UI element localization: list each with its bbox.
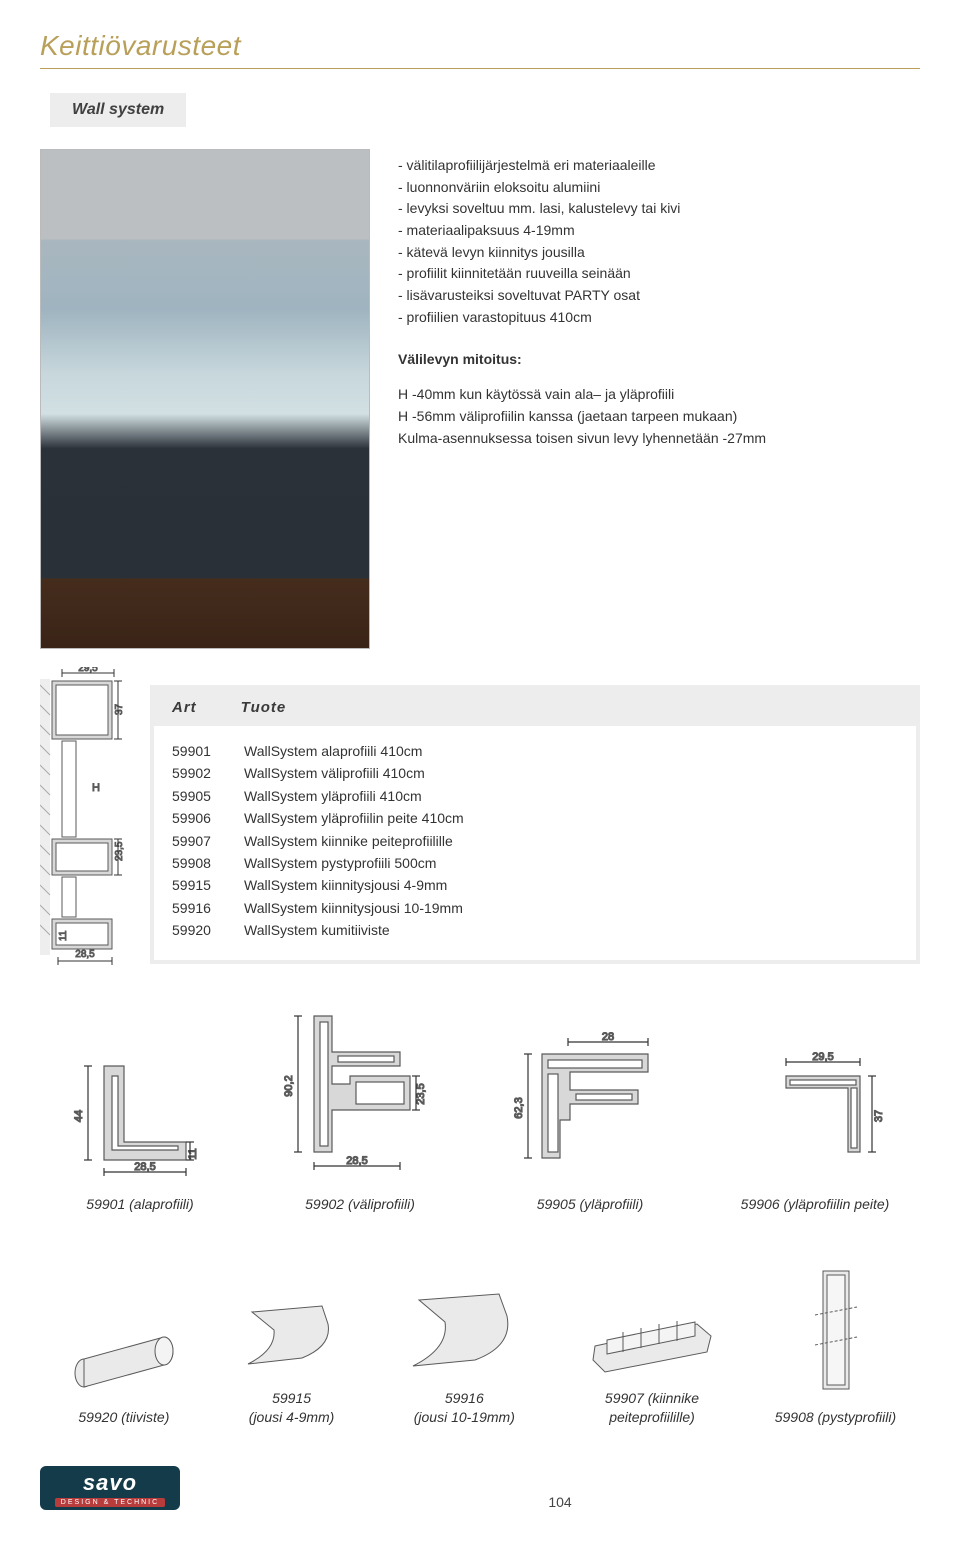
svg-text:28,5: 28,5 bbox=[346, 1155, 367, 1167]
part-59915: 59915(jousi 4-9mm) bbox=[232, 1296, 352, 1427]
table-row: 59902WallSystem väliprofiili 410cm bbox=[172, 762, 898, 784]
table-row: 59905WallSystem yläprofiili 410cm bbox=[172, 785, 898, 807]
cell-tuote: WallSystem yläprofiilin peite 410cm bbox=[244, 807, 898, 829]
table-head-tuote: Tuote bbox=[241, 699, 287, 716]
description-item: - profiilit kiinnitetään ruuveilla seinä… bbox=[398, 263, 920, 285]
table-row: 59901WallSystem alaprofiili 410cm bbox=[172, 740, 898, 762]
table-row: 59906WallSystem yläprofiilin peite 410cm bbox=[172, 807, 898, 829]
description-list: - välitilaprofiilijärjestelmä eri materi… bbox=[398, 155, 920, 329]
caption-59916: 59916(jousi 10-19mm) bbox=[399, 1389, 529, 1427]
svg-text:28: 28 bbox=[602, 1032, 614, 1043]
svg-text:28,5: 28,5 bbox=[134, 1161, 155, 1173]
cross-section-diagram: 29,5 37 bbox=[40, 667, 130, 972]
title-rule bbox=[40, 68, 920, 69]
product-photo bbox=[40, 149, 370, 649]
caption-59902: 59902 (väliprofiili) bbox=[280, 1195, 440, 1215]
svg-text:29,5: 29,5 bbox=[78, 667, 98, 674]
svg-text:90,2: 90,2 bbox=[283, 1075, 295, 1096]
cell-tuote: WallSystem kiinnitysjousi 10-19mm bbox=[244, 897, 898, 919]
svg-text:23,5: 23,5 bbox=[415, 1083, 427, 1104]
diagram-59902: 90,2 23,5 28,5 59902 (väliprofiili) bbox=[280, 1002, 440, 1215]
cell-art: 59908 bbox=[172, 852, 244, 874]
cell-art: 59907 bbox=[172, 830, 244, 852]
cell-tuote: WallSystem kumitiiviste bbox=[244, 919, 898, 941]
mitoitus-line: H -56mm väliprofiilin kanssa (jaetaan ta… bbox=[398, 406, 920, 428]
cell-tuote: WallSystem väliprofiili 410cm bbox=[244, 762, 898, 784]
caption-59908: 59908 (pystyprofiili) bbox=[775, 1408, 896, 1427]
logo-text: savo bbox=[83, 1470, 137, 1496]
page-number: 104 bbox=[200, 1494, 920, 1510]
description-item: - materiaalipaksuus 4-19mm bbox=[398, 220, 920, 242]
svg-text:29,5: 29,5 bbox=[812, 1052, 833, 1063]
table-head-art: Art bbox=[172, 699, 197, 716]
description-item: - profiilien varastopituus 410cm bbox=[398, 307, 920, 329]
cell-art: 59915 bbox=[172, 874, 244, 896]
description-item: - levyksi soveltuu mm. lasi, kalustelevy… bbox=[398, 198, 920, 220]
part-59908: 59908 (pystyprofiili) bbox=[775, 1265, 896, 1427]
svg-text:37: 37 bbox=[114, 703, 125, 715]
cell-art: 59901 bbox=[172, 740, 244, 762]
cell-art: 59905 bbox=[172, 785, 244, 807]
svg-text:23,5: 23,5 bbox=[114, 841, 125, 861]
svg-text:11: 11 bbox=[187, 1148, 199, 1159]
subtitle: Wall system bbox=[50, 93, 186, 127]
svg-text:37: 37 bbox=[873, 1110, 885, 1122]
diagram-59905: 28 62,3 59905 (yläprofiili) bbox=[510, 1032, 670, 1215]
caption-59905: 59905 (yläprofiili) bbox=[510, 1195, 670, 1215]
cell-tuote: WallSystem alaprofiili 410cm bbox=[244, 740, 898, 762]
mitoitus-line: Kulma-asennuksessa toisen sivun levy lyh… bbox=[398, 428, 920, 450]
svg-text:H: H bbox=[92, 782, 100, 794]
cell-art: 59906 bbox=[172, 807, 244, 829]
table-row: 59908WallSystem pystyprofiili 500cm bbox=[172, 852, 898, 874]
art-table: Art Tuote 59901WallSystem alaprofiili 41… bbox=[150, 685, 920, 964]
cell-tuote: WallSystem yläprofiili 410cm bbox=[244, 785, 898, 807]
table-row: 59916WallSystem kiinnitysjousi 10-19mm bbox=[172, 897, 898, 919]
cell-art: 59902 bbox=[172, 762, 244, 784]
cell-art: 59916 bbox=[172, 897, 244, 919]
part-59907: 59907 (kiinnike peiteprofiilille) bbox=[577, 1296, 727, 1427]
logo-subtext: DESIGN & TECHNIC bbox=[55, 1498, 165, 1507]
diagram-59901: 44 11 28,5 59901 (alaprofiili) bbox=[70, 1042, 210, 1215]
mitoitus-line: H -40mm kun käytössä vain ala– ja yläpro… bbox=[398, 384, 920, 406]
caption-59901: 59901 (alaprofiili) bbox=[70, 1195, 210, 1215]
profile-diagrams-row: 44 11 28,5 59901 (alaprofiili) 90,2 bbox=[40, 1002, 920, 1215]
cell-tuote: WallSystem pystyprofiili 500cm bbox=[244, 852, 898, 874]
svg-text:44: 44 bbox=[73, 1110, 85, 1122]
caption-59920: 59920 (tiiviste) bbox=[64, 1408, 184, 1427]
parts-row: 59920 (tiiviste) 59915(jousi 4-9mm) 5991… bbox=[40, 1265, 920, 1427]
svg-text:11: 11 bbox=[58, 930, 69, 941]
svg-text:28,5: 28,5 bbox=[75, 949, 95, 960]
description-item: - lisävarusteiksi soveltuvat PARTY osat bbox=[398, 285, 920, 307]
diagram-59906: 29,5 37 59906 (yläprofiilin peite) bbox=[740, 1052, 890, 1215]
table-row: 59915WallSystem kiinnitysjousi 4-9mm bbox=[172, 874, 898, 896]
description-item: - välitilaprofiilijärjestelmä eri materi… bbox=[398, 155, 920, 177]
cell-art: 59920 bbox=[172, 919, 244, 941]
description-item: - kätevä levyn kiinnitys jousilla bbox=[398, 242, 920, 264]
page-title: Keittiövarusteet bbox=[40, 30, 920, 62]
brand-logo: savo DESIGN & TECHNIC bbox=[40, 1466, 180, 1510]
table-row: 59907WallSystem kiinnike peiteprofiilill… bbox=[172, 830, 898, 852]
caption-59907: 59907 (kiinnike peiteprofiilille) bbox=[577, 1389, 727, 1427]
cell-tuote: WallSystem kiinnitysjousi 4-9mm bbox=[244, 874, 898, 896]
svg-text:62,3: 62,3 bbox=[513, 1097, 525, 1118]
cell-tuote: WallSystem kiinnike peiteprofiilille bbox=[244, 830, 898, 852]
part-59920: 59920 (tiiviste) bbox=[64, 1325, 184, 1427]
description-item: - luonnonväriin eloksoitu alumiini bbox=[398, 177, 920, 199]
table-row: 59920WallSystem kumitiiviste bbox=[172, 919, 898, 941]
caption-59906: 59906 (yläprofiilin peite) bbox=[740, 1195, 890, 1215]
part-59916: 59916(jousi 10-19mm) bbox=[399, 1286, 529, 1427]
caption-59915: 59915(jousi 4-9mm) bbox=[232, 1389, 352, 1427]
mitoitus-heading: Välilevyn mitoitus: bbox=[398, 349, 920, 371]
